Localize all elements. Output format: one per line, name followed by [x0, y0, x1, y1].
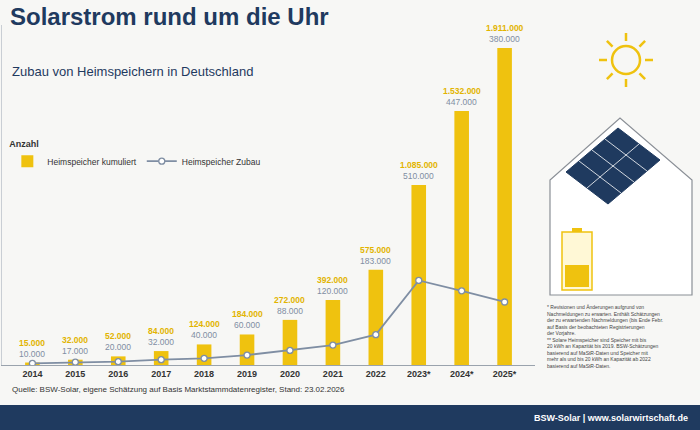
svg-text:52.000: 52.000 [105, 331, 131, 341]
svg-text:2015: 2015 [65, 369, 85, 379]
svg-text:2022: 2022 [366, 369, 386, 379]
svg-text:15.000: 15.000 [19, 338, 45, 348]
svg-text:Heimspeicher kumuliert: Heimspeicher kumuliert [47, 157, 136, 167]
svg-text:124.000: 124.000 [189, 319, 220, 329]
svg-text:1.532.000: 1.532.000 [443, 86, 481, 96]
svg-text:2017: 2017 [151, 369, 171, 379]
svg-text:60.000: 60.000 [234, 320, 260, 330]
svg-text:380.000: 380.000 [489, 34, 520, 44]
svg-text:88.000: 88.000 [277, 306, 303, 316]
svg-text:120.000: 120.000 [317, 286, 348, 296]
svg-text:32.000: 32.000 [62, 335, 88, 345]
svg-text:2018: 2018 [194, 369, 214, 379]
svg-text:32.000: 32.000 [148, 337, 174, 347]
svg-text:575.000: 575.000 [360, 245, 391, 255]
svg-text:2016: 2016 [108, 369, 128, 379]
svg-text:2024*: 2024* [450, 369, 474, 379]
svg-text:2021: 2021 [323, 369, 343, 379]
svg-text:447.000: 447.000 [446, 97, 477, 107]
svg-text:Solarstrom rund um die Uhr: Solarstrom rund um die Uhr [10, 3, 329, 30]
svg-text:2020: 2020 [280, 369, 300, 379]
svg-text:2014: 2014 [22, 369, 42, 379]
svg-text:1.911.000: 1.911.000 [486, 23, 524, 33]
svg-text:BSW-Solar | www.solarwirtschaf: BSW-Solar | www.solarwirtschaft.de [534, 413, 688, 423]
svg-text:Heimspeicher Zubau: Heimspeicher Zubau [182, 157, 261, 167]
svg-text:84.000: 84.000 [148, 326, 174, 336]
svg-text:20.000: 20.000 [105, 342, 131, 352]
svg-text:272.000: 272.000 [274, 295, 305, 305]
svg-text:17.000: 17.000 [62, 346, 88, 356]
svg-text:392.000: 392.000 [317, 275, 348, 285]
svg-text:40.000: 40.000 [191, 330, 217, 340]
svg-text:184.000: 184.000 [232, 309, 263, 319]
svg-text:Anzahl: Anzahl [9, 139, 39, 149]
svg-text:2023*: 2023* [407, 369, 431, 379]
svg-text:Quelle: BSW-Solar, eigene Schä: Quelle: BSW-Solar, eigene Schätzung auf … [12, 385, 345, 394]
svg-text:510.000: 510.000 [403, 171, 434, 181]
svg-text:2019: 2019 [237, 369, 257, 379]
svg-text:* Revisionen und Änderungen au: * Revisionen und Änderungen aufgrund von… [547, 304, 663, 369]
svg-text:10.000: 10.000 [19, 349, 45, 359]
svg-text:2025*: 2025* [493, 369, 517, 379]
svg-text:183.000: 183.000 [360, 256, 391, 266]
svg-text:1.085.000: 1.085.000 [400, 160, 438, 170]
svg-text:Zubau von Heimspeichern in Deu: Zubau von Heimspeichern in Deutschland [12, 64, 253, 79]
